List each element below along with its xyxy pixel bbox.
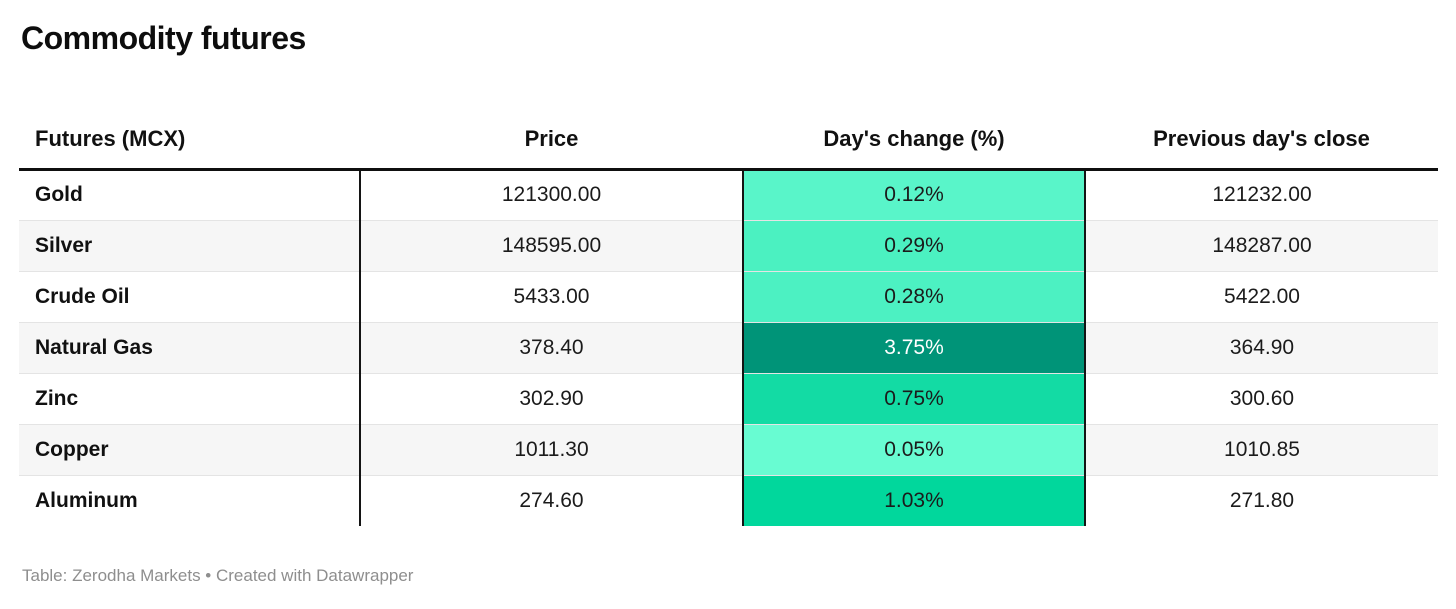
column-header-price: Price [360, 110, 743, 171]
prev-close-cell: 121232.00 [1212, 183, 1312, 206]
column-header-futures: Futures (MCX) [19, 110, 360, 171]
futures-name-cell: Natural Gas [19, 321, 361, 373]
day-change-cell: 0.28% [742, 270, 1086, 322]
futures-name-cell: Zinc [19, 372, 361, 424]
prev-close-cell: 300.60 [1085, 372, 1438, 424]
price-cell: 121300.00 [501, 183, 602, 206]
day-change-cell: 0.75% [742, 372, 1086, 424]
table-header: Futures (MCX) Price Day's change (%) Pre… [19, 110, 1438, 171]
day-change-cell: 3.75% [742, 321, 1086, 373]
table-row: Zinc 302.90 0.75% 300.60 [19, 372, 1438, 424]
futures-name-cell: Aluminum [19, 474, 361, 526]
price-cell: 302.90 [360, 372, 743, 424]
day-change-cell: 0.29% [742, 219, 1086, 271]
table-row: Crude Oil 5433.00 0.28% 5422.00 [19, 270, 1438, 322]
commodity-futures-table: Futures (MCX) Price Day's change (%) Pre… [19, 110, 1438, 526]
price-cell: 148595.00 [360, 219, 743, 271]
price-cell: 1011.30 [360, 423, 743, 475]
footer-credit: Table: Zerodha Markets • Created with Da… [22, 566, 414, 585]
datawrapper-table-page: Commodity futures Futures (MCX) Price Da… [19, 20, 1438, 585]
futures-name-cell: Gold [19, 169, 361, 220]
table-row: Aluminum 274.60 1.03% 271.80 [19, 474, 1438, 526]
price-cell: 5433.00 [360, 270, 743, 322]
price-cell: 274.60 [360, 474, 743, 526]
header-row: Futures (MCX) Price Day's change (%) Pre… [19, 110, 1438, 171]
futures-name-cell: Copper [19, 423, 361, 475]
prev-close-cell: 5422.00 [1085, 270, 1438, 322]
table-row: Gold 121300.00 0.12% 121232.00 [19, 169, 1438, 220]
column-header-prev-close: Previous day's close [1085, 110, 1438, 171]
column-header-day-change: Day's change (%) [743, 110, 1085, 171]
day-change-cell: 0.05% [742, 423, 1086, 475]
table-row: Natural Gas 378.40 3.75% 364.90 [19, 321, 1438, 373]
table-row: Copper 1011.30 0.05% 1010.85 [19, 423, 1438, 475]
prev-close-cell: 1010.85 [1085, 423, 1438, 475]
prev-close-cell: 148287.00 [1085, 219, 1438, 271]
table-row: Silver 148595.00 0.29% 148287.00 [19, 219, 1438, 271]
prev-close-cell: 271.80 [1085, 474, 1438, 526]
futures-name-cell: Silver [19, 219, 361, 271]
prev-close-cell: 364.90 [1085, 321, 1438, 373]
table-body: Gold 121300.00 0.12% 121232.00 Silver 14… [19, 169, 1438, 526]
day-change-cell: 0.12% [742, 169, 1086, 220]
day-change-cell: 1.03% [742, 474, 1086, 526]
futures-name-cell: Crude Oil [19, 270, 361, 322]
page-title: Commodity futures [21, 20, 306, 56]
price-cell: 378.40 [360, 321, 743, 373]
